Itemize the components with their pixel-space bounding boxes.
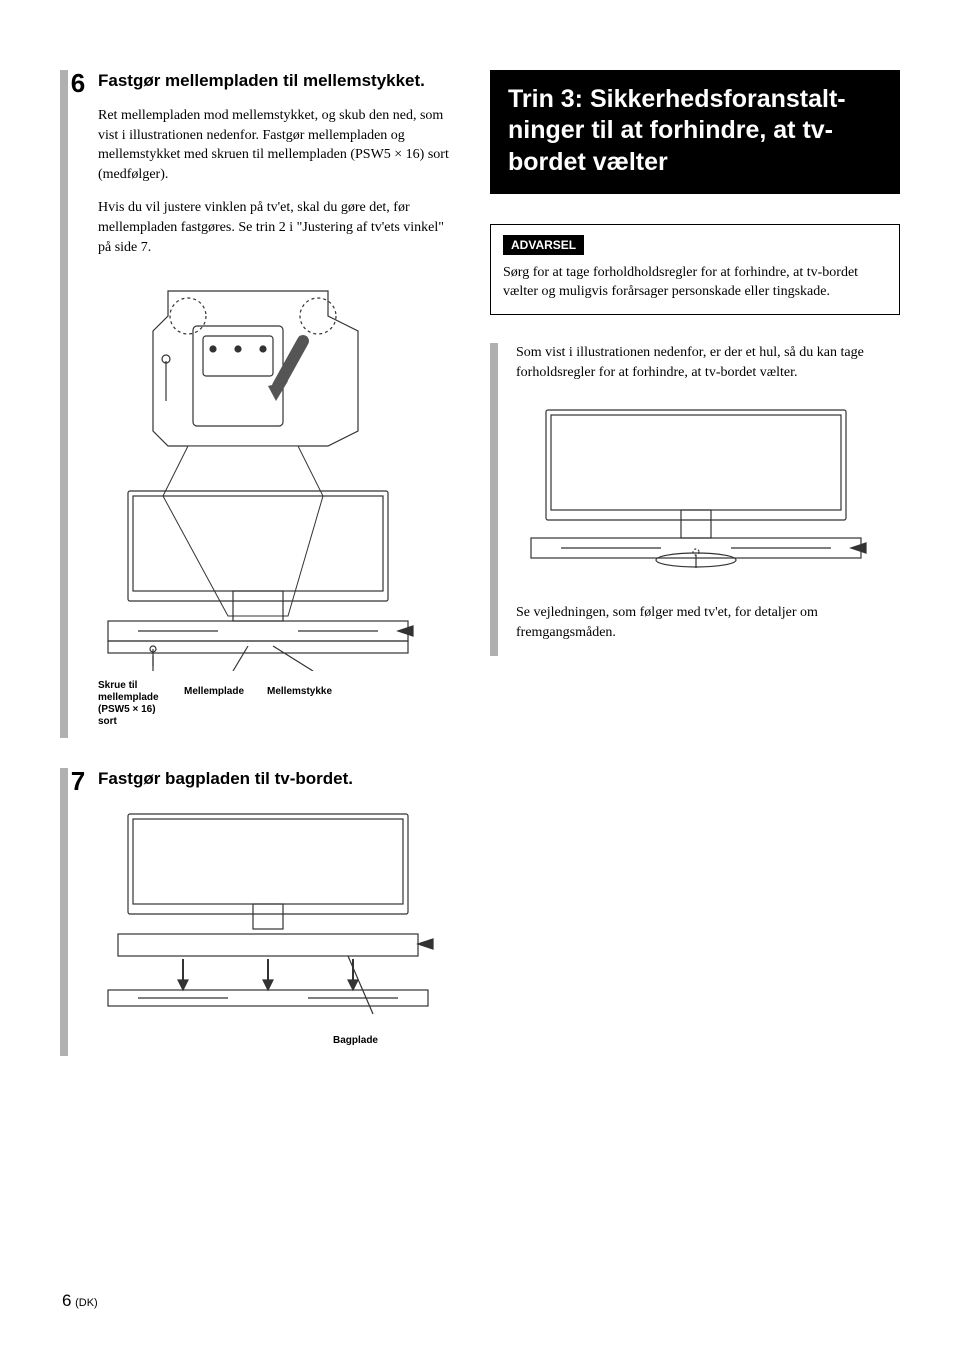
page-footer: 6 (DK) — [62, 1291, 98, 1311]
label-screw: Skrue til mellemplade (PSW5 × 16) sort — [98, 680, 176, 728]
illustration-step7: Bagplade — [98, 804, 418, 1046]
right-step-body: Som vist i illustrationen nedenfor, er d… — [516, 343, 900, 656]
step-title: Fastgør bagpladen til tv-bordet. — [98, 768, 460, 790]
tv-backplate-illustration — [98, 804, 438, 1024]
step-body: Fastgør bagpladen til tv-bordet. — [92, 768, 460, 1056]
left-column: 6 Fastgør mellempladen til mellemstykket… — [60, 70, 460, 1086]
right-paragraph: Som vist i illustrationen nedenfor, er d… — [516, 343, 900, 382]
illustration-step6: Skrue til mellemplade (PSW5 × 16) sort M… — [98, 271, 418, 728]
label-middleplate: Mellemplade — [184, 680, 259, 728]
warning-box: ADVARSEL Sørg for at tage forholdholdsre… — [490, 224, 900, 315]
warning-badge: ADVARSEL — [503, 235, 584, 255]
label-middlepiece: Mellemstykke — [267, 680, 352, 728]
step-body: Fastgør mellempladen til mellemstykket. … — [92, 70, 460, 738]
page-content: 6 Fastgør mellempladen til mellemstykket… — [60, 70, 894, 1086]
step-number: 7 — [64, 768, 92, 1056]
illustration-labels: Skrue til mellemplade (PSW5 × 16) sort M… — [98, 680, 418, 728]
illustration-safety — [516, 400, 876, 585]
right-paragraph: Se vejledningen, som følger med tv'et, f… — [516, 603, 900, 642]
step-title: Fastgør mellempladen til mellemstykket. — [98, 70, 460, 92]
right-column: Trin 3: Sikkerhedsforanstalt-ninger til … — [490, 70, 900, 1086]
step-number: 6 — [64, 70, 92, 738]
step-paragraph: Hvis du vil justere vinklen på tv'et, sk… — [98, 198, 460, 257]
step-paragraph: Ret mellempladen mod mellemstykket, og s… — [98, 106, 460, 184]
tv-stand-anchor-illustration — [516, 400, 876, 580]
step-marker-bar — [490, 343, 516, 656]
right-step: Som vist i illustrationen nedenfor, er d… — [490, 343, 900, 656]
step-6: 6 Fastgør mellempladen til mellemstykket… — [60, 70, 460, 738]
page-code: (DK) — [75, 1297, 98, 1309]
warning-text: Sørg for at tage forholdholdsregler for … — [503, 263, 887, 302]
section-header-text: Trin 3: Sikkerhedsforanstalt-ninger til … — [508, 84, 882, 178]
tv-stand-bracket-illustration — [98, 271, 418, 671]
step-7: 7 Fastgør bagpladen til tv-bordet. — [60, 768, 460, 1056]
section-header: Trin 3: Sikkerhedsforanstalt-ninger til … — [490, 70, 900, 194]
page-number: 6 — [62, 1291, 71, 1310]
label-backplate: Bagplade — [98, 1035, 418, 1046]
